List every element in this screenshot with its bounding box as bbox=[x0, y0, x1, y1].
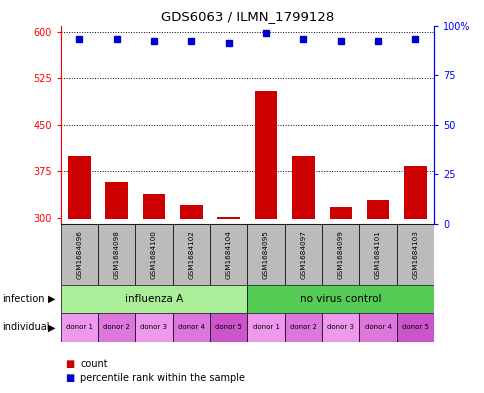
Bar bbox=[210, 313, 247, 342]
Bar bbox=[403, 166, 426, 219]
Bar bbox=[284, 313, 321, 342]
Bar bbox=[142, 194, 165, 219]
Text: donor 3: donor 3 bbox=[140, 324, 167, 331]
Bar bbox=[172, 313, 210, 342]
Bar bbox=[254, 91, 277, 219]
Text: GSM1684102: GSM1684102 bbox=[188, 230, 194, 279]
Bar bbox=[321, 313, 359, 342]
Bar bbox=[217, 217, 240, 219]
Bar bbox=[60, 313, 98, 342]
Bar bbox=[180, 206, 202, 219]
Bar bbox=[98, 313, 135, 342]
Text: GSM1684104: GSM1684104 bbox=[225, 230, 231, 279]
Bar bbox=[291, 156, 314, 219]
Text: influenza A: influenza A bbox=[124, 294, 183, 304]
Text: donor 3: donor 3 bbox=[327, 324, 353, 331]
Text: percentile rank within the sample: percentile rank within the sample bbox=[80, 373, 244, 383]
Text: GSM1684097: GSM1684097 bbox=[300, 230, 306, 279]
Bar bbox=[172, 224, 210, 285]
Text: ■: ■ bbox=[65, 359, 75, 369]
Text: donor 1: donor 1 bbox=[66, 324, 92, 331]
Text: donor 1: donor 1 bbox=[252, 324, 279, 331]
Bar bbox=[98, 224, 135, 285]
Text: count: count bbox=[80, 359, 107, 369]
Bar bbox=[247, 313, 284, 342]
Bar bbox=[359, 313, 396, 342]
Text: infection: infection bbox=[2, 294, 45, 304]
Bar bbox=[247, 224, 284, 285]
Text: ■: ■ bbox=[65, 373, 75, 383]
Text: GSM1684100: GSM1684100 bbox=[151, 230, 157, 279]
Text: donor 2: donor 2 bbox=[289, 324, 316, 331]
Text: GSM1684096: GSM1684096 bbox=[76, 230, 82, 279]
Bar bbox=[60, 285, 247, 313]
Bar bbox=[135, 224, 172, 285]
Text: donor 2: donor 2 bbox=[103, 324, 130, 331]
Bar bbox=[396, 224, 433, 285]
Text: donor 4: donor 4 bbox=[364, 324, 391, 331]
Bar bbox=[284, 224, 321, 285]
Title: GDS6063 / ILMN_1799128: GDS6063 / ILMN_1799128 bbox=[160, 10, 333, 23]
Text: donor 5: donor 5 bbox=[401, 324, 428, 331]
Bar bbox=[321, 224, 359, 285]
Bar bbox=[396, 313, 433, 342]
Text: GSM1684103: GSM1684103 bbox=[411, 230, 418, 279]
Bar bbox=[247, 285, 433, 313]
Bar bbox=[60, 224, 98, 285]
Bar bbox=[359, 224, 396, 285]
Bar bbox=[366, 200, 389, 219]
Bar bbox=[68, 156, 91, 219]
Text: no virus control: no virus control bbox=[299, 294, 381, 304]
Bar bbox=[329, 207, 351, 219]
Text: individual: individual bbox=[2, 322, 50, 332]
Text: ▶: ▶ bbox=[48, 294, 56, 304]
Text: GSM1684098: GSM1684098 bbox=[113, 230, 120, 279]
Text: ▶: ▶ bbox=[48, 322, 56, 332]
Text: donor 5: donor 5 bbox=[215, 324, 242, 331]
Text: donor 4: donor 4 bbox=[178, 324, 204, 331]
Bar bbox=[135, 313, 172, 342]
Text: GSM1684095: GSM1684095 bbox=[262, 230, 269, 279]
Bar bbox=[105, 182, 128, 219]
Text: GSM1684099: GSM1684099 bbox=[337, 230, 343, 279]
Text: GSM1684101: GSM1684101 bbox=[374, 230, 380, 279]
Bar bbox=[210, 224, 247, 285]
